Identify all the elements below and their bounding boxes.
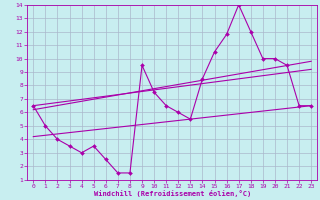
X-axis label: Windchill (Refroidissement éolien,°C): Windchill (Refroidissement éolien,°C) xyxy=(94,190,251,197)
